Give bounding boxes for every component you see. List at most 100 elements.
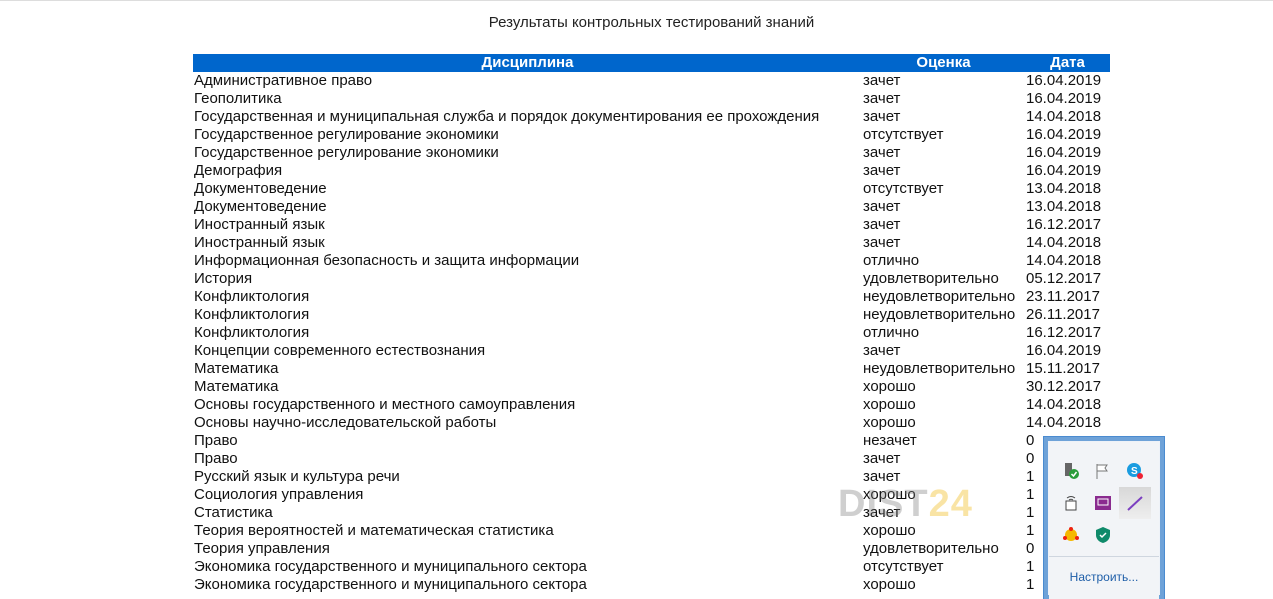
cell-discipline: Иностранный язык [194, 216, 325, 233]
cell-grade: хорошо [863, 414, 916, 431]
cell-discipline: Математика [194, 360, 279, 377]
cell-discipline: Право [194, 450, 238, 467]
cell-grade: зачет [863, 234, 901, 251]
cell-date: 26.11.2017 [1026, 306, 1100, 323]
cell-date: 13.04.2018 [1026, 198, 1102, 215]
cell-grade: неудовлетворительно [863, 306, 1016, 323]
cell-grade: отсутствует [863, 558, 944, 575]
cell-discipline: Социология управления [194, 486, 364, 503]
cell-discipline: Конфликтология [194, 288, 310, 305]
table-row: Экономика государственного и муниципальн… [193, 576, 1110, 594]
cell-grade: зачет [863, 108, 901, 125]
popup-divider [1049, 556, 1159, 557]
table-row: Теория вероятностей и математическая ста… [193, 522, 1110, 540]
cell-discipline: Теория вероятностей и математическая ста… [194, 522, 554, 539]
cell-grade: зачет [863, 72, 901, 89]
cell-discipline: Документоведение [194, 180, 327, 197]
watermark-part1: DIST [838, 483, 929, 525]
cell-grade: зачет [863, 144, 901, 161]
cell-date: 15.11.2017 [1026, 360, 1100, 377]
cell-discipline: Основы научно-исследовательской работы [194, 414, 497, 431]
cell-date: 14.04.2018 [1026, 234, 1102, 251]
cell-grade: неудовлетворительно [863, 360, 1016, 377]
cell-discipline: Право [194, 432, 238, 449]
table-row: Социология управления хорошо 1 [193, 486, 1110, 504]
tray-overflow-popup: S Настроить... [1043, 436, 1165, 599]
table-row: Государственная и муниципальная служба и… [193, 108, 1110, 126]
usb-safe-remove-icon[interactable] [1055, 455, 1087, 487]
cell-date: 0 [1026, 540, 1035, 557]
network-icon[interactable] [1055, 487, 1087, 519]
table-header: Дисциплина Оценка Дата [193, 54, 1110, 72]
cell-grade: неудовлетворительно [863, 288, 1016, 305]
cell-grade: зачет [863, 198, 901, 215]
table-row: Документоведение зачет 13.04.2018 [193, 198, 1110, 216]
cell-discipline: Государственная и муниципальная служба и… [194, 108, 820, 125]
table-row: Государственное регулирование экономики з… [193, 144, 1110, 162]
cell-grade: отсутствует [863, 180, 944, 197]
cell-grade: зачет [863, 468, 901, 485]
cell-discipline: Концепции современного естествознания [194, 342, 486, 359]
table-row: Иностранный язык зачет 16.12.2017 [193, 216, 1110, 234]
table-row: Концепции современного естествознания зач… [193, 342, 1110, 360]
cell-grade: хорошо [863, 576, 916, 593]
cell-grade: зачет [863, 216, 901, 233]
cell-date: 14.04.2018 [1026, 414, 1102, 431]
table-row: Основы научно-исследовательской работы хо… [193, 414, 1110, 432]
cell-grade: удовлетворительно [863, 270, 999, 287]
table-row: Математика хорошо 30.12.2017 [193, 378, 1110, 396]
cell-date: 1 [1026, 468, 1035, 485]
cell-date: 1 [1026, 486, 1035, 503]
skype-icon[interactable]: S [1119, 455, 1151, 487]
table-row: Основы государственного и местного самоу… [193, 396, 1110, 414]
cell-grade: зачет [863, 450, 901, 467]
table-row: Статистика зачет 1 [193, 504, 1110, 522]
configure-link[interactable]: Настроить... [1069, 570, 1139, 584]
table-row: Конфликтология отлично 16.12.2017 [193, 324, 1110, 342]
cell-discipline: Административное право [194, 72, 373, 89]
cell-date: 1 [1026, 576, 1035, 593]
cell-discipline: Государственное регулирование экономики [194, 144, 499, 161]
cell-date: 14.04.2018 [1026, 108, 1102, 125]
cell-discipline: Теория управления [194, 540, 330, 557]
header-grade: Оценка [862, 54, 1025, 72]
cell-date: 1 [1026, 558, 1035, 575]
svg-text:S: S [1131, 466, 1138, 477]
results-table: Дисциплина Оценка Дата Административное … [193, 54, 1110, 594]
table-row: Русский язык и культура речи зачет 1 [193, 468, 1110, 486]
header-date: Дата [1025, 54, 1110, 72]
cell-grade: зачет [863, 90, 901, 107]
cell-grade: удовлетворительно [863, 540, 999, 557]
cell-grade: зачет [863, 504, 901, 521]
cell-discipline: Государственное регулирование экономики [194, 126, 499, 143]
presentation-icon[interactable] [1087, 487, 1119, 519]
action-center-flag-icon[interactable] [1087, 455, 1119, 487]
table-row: Право незачет 0 [193, 432, 1110, 450]
table-row: Экономика государственного и муниципальн… [193, 558, 1110, 576]
watermark-logo: DIST24 [838, 483, 973, 526]
table-row: Государственное регулирование экономики о… [193, 126, 1110, 144]
cell-discipline: Основы государственного и местного самоу… [194, 396, 576, 413]
security-shield-icon[interactable] [1087, 519, 1119, 551]
header-discipline: Дисциплина [193, 54, 862, 72]
cell-discipline: Русский язык и культура речи [194, 468, 400, 485]
table-row: История удовлетворительно 05.12.2017 [193, 270, 1110, 288]
cell-grade: хорошо [863, 396, 916, 413]
cell-discipline: Математика [194, 378, 279, 395]
cell-grade: незачет [863, 432, 917, 449]
cell-discipline: Информационная безопасность и защита инф… [194, 252, 580, 269]
cell-date: 1 [1026, 504, 1035, 521]
cell-date: 16.12.2017 [1026, 216, 1102, 233]
cell-grade: хорошо [863, 522, 916, 539]
table-row: Информационная безопасность и защита инф… [193, 252, 1110, 270]
cell-date: 05.12.2017 [1026, 270, 1102, 287]
cell-date: 16.04.2019 [1026, 90, 1102, 107]
cell-date: 16.04.2019 [1026, 72, 1102, 89]
flower-app-icon[interactable] [1055, 519, 1087, 551]
cell-date: 13.04.2018 [1026, 180, 1102, 197]
page-title: Результаты контрольных тестирований знан… [488, 14, 815, 31]
pen-icon[interactable] [1119, 487, 1151, 519]
cell-date: 0 [1026, 450, 1035, 467]
table-row: Теория управления удовлетворительно 0 [193, 540, 1110, 558]
table-row: Математика неудовлетворительно 15.11.2017 [193, 360, 1110, 378]
